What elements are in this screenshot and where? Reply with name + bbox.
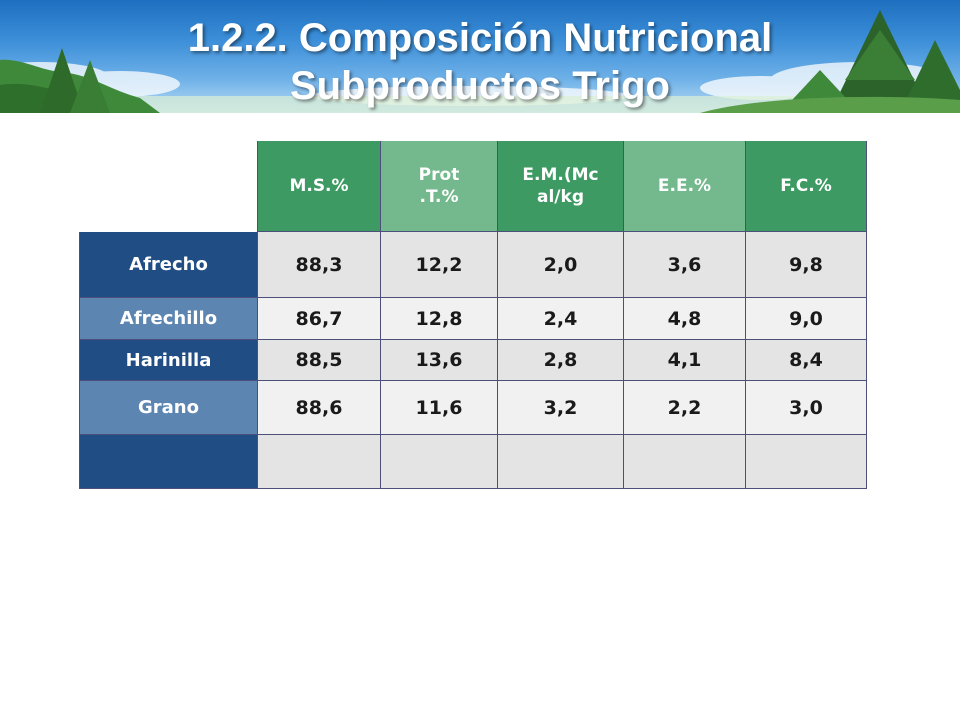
column-header-fc: F.C.% xyxy=(745,141,867,232)
table-row: Harinilla 88,5 13,6 2,8 4,1 8,4 xyxy=(79,339,867,381)
table-cell: 11,6 xyxy=(380,380,498,435)
table-cell: 3,0 xyxy=(745,380,867,435)
column-header-line: Prot xyxy=(418,165,460,185)
table-cell xyxy=(623,434,746,489)
title-line-1: 1.2.2. Composición Nutricional xyxy=(187,16,773,60)
table-cell: 13,6 xyxy=(380,339,498,381)
row-header: Afrechillo xyxy=(79,297,258,340)
table-cell: 4,1 xyxy=(623,339,746,381)
table-cell: 3,2 xyxy=(497,380,624,435)
table-cell: 2,2 xyxy=(623,380,746,435)
column-header-em: E.M.(Mc al/kg xyxy=(497,141,624,232)
row-header: Harinilla xyxy=(79,339,258,381)
table-cell: 9,8 xyxy=(745,231,867,298)
table-cell xyxy=(745,434,867,489)
table-cell: 2,4 xyxy=(497,297,624,340)
row-header: Grano xyxy=(79,380,258,435)
column-header-line: .T.% xyxy=(419,187,459,207)
row-header xyxy=(79,434,258,489)
table-cell: 2,0 xyxy=(497,231,624,298)
table-row: Grano 88,6 11,6 3,2 2,2 3,0 xyxy=(79,380,867,435)
table-row: Afrechillo 86,7 12,8 2,4 4,8 9,0 xyxy=(79,297,867,340)
page-title: 1.2.2. Composición Nutricional Subproduc… xyxy=(0,14,960,110)
table-cell: 8,4 xyxy=(745,339,867,381)
title-line-2: Subproductos Trigo xyxy=(290,64,670,108)
title-banner: 1.2.2. Composición Nutricional Subproduc… xyxy=(0,0,960,113)
table-cell: 12,2 xyxy=(380,231,498,298)
table-cell xyxy=(257,434,381,489)
table-cell xyxy=(380,434,498,489)
column-header-ee: E.E.% xyxy=(623,141,746,232)
tree-icon xyxy=(700,10,960,113)
table-cell: 88,5 xyxy=(257,339,381,381)
nutrition-table: M.S.% Prot .T.% E.M.(Mc al/kg E.E.% F.C.% … xyxy=(79,141,867,489)
column-header-line: al/kg xyxy=(537,187,584,207)
table-cell: 88,3 xyxy=(257,231,381,298)
sky-background xyxy=(0,10,960,113)
table-cell: 86,7 xyxy=(257,297,381,340)
table-row: Afrecho 88,3 12,2 2,0 3,6 9,8 xyxy=(79,231,867,298)
row-header: Afrecho xyxy=(79,231,258,298)
table-cell: 4,8 xyxy=(623,297,746,340)
header-row: M.S.% Prot .T.% E.M.(Mc al/kg E.E.% F.C.% xyxy=(79,141,867,232)
table-cell: 9,0 xyxy=(745,297,867,340)
table-cell: 2,8 xyxy=(497,339,624,381)
table-corner xyxy=(79,141,258,232)
table-cell: 88,6 xyxy=(257,380,381,435)
table-cell xyxy=(497,434,624,489)
table-row xyxy=(79,434,867,489)
column-header-prot: Prot .T.% xyxy=(380,141,498,232)
column-header-line: E.M.(Mc xyxy=(522,165,599,185)
column-header-ms: M.S.% xyxy=(257,141,381,232)
table-cell: 12,8 xyxy=(380,297,498,340)
table-cell: 3,6 xyxy=(623,231,746,298)
tree-icon xyxy=(0,48,160,113)
